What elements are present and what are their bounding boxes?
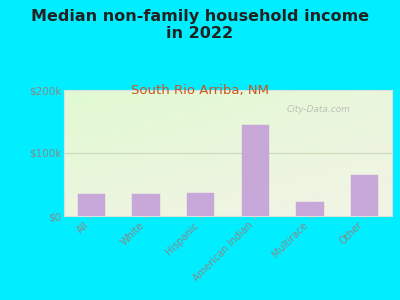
Bar: [296, 202, 324, 216]
Text: Median non-family household income
in 2022: Median non-family household income in 20…: [31, 9, 369, 41]
Bar: [187, 193, 214, 216]
Text: South Rio Arriba, NM: South Rio Arriba, NM: [131, 84, 269, 97]
Bar: [132, 194, 160, 216]
Bar: [242, 124, 269, 216]
Bar: [351, 175, 378, 216]
Bar: [78, 194, 105, 216]
Text: City-Data.com: City-Data.com: [287, 105, 351, 114]
